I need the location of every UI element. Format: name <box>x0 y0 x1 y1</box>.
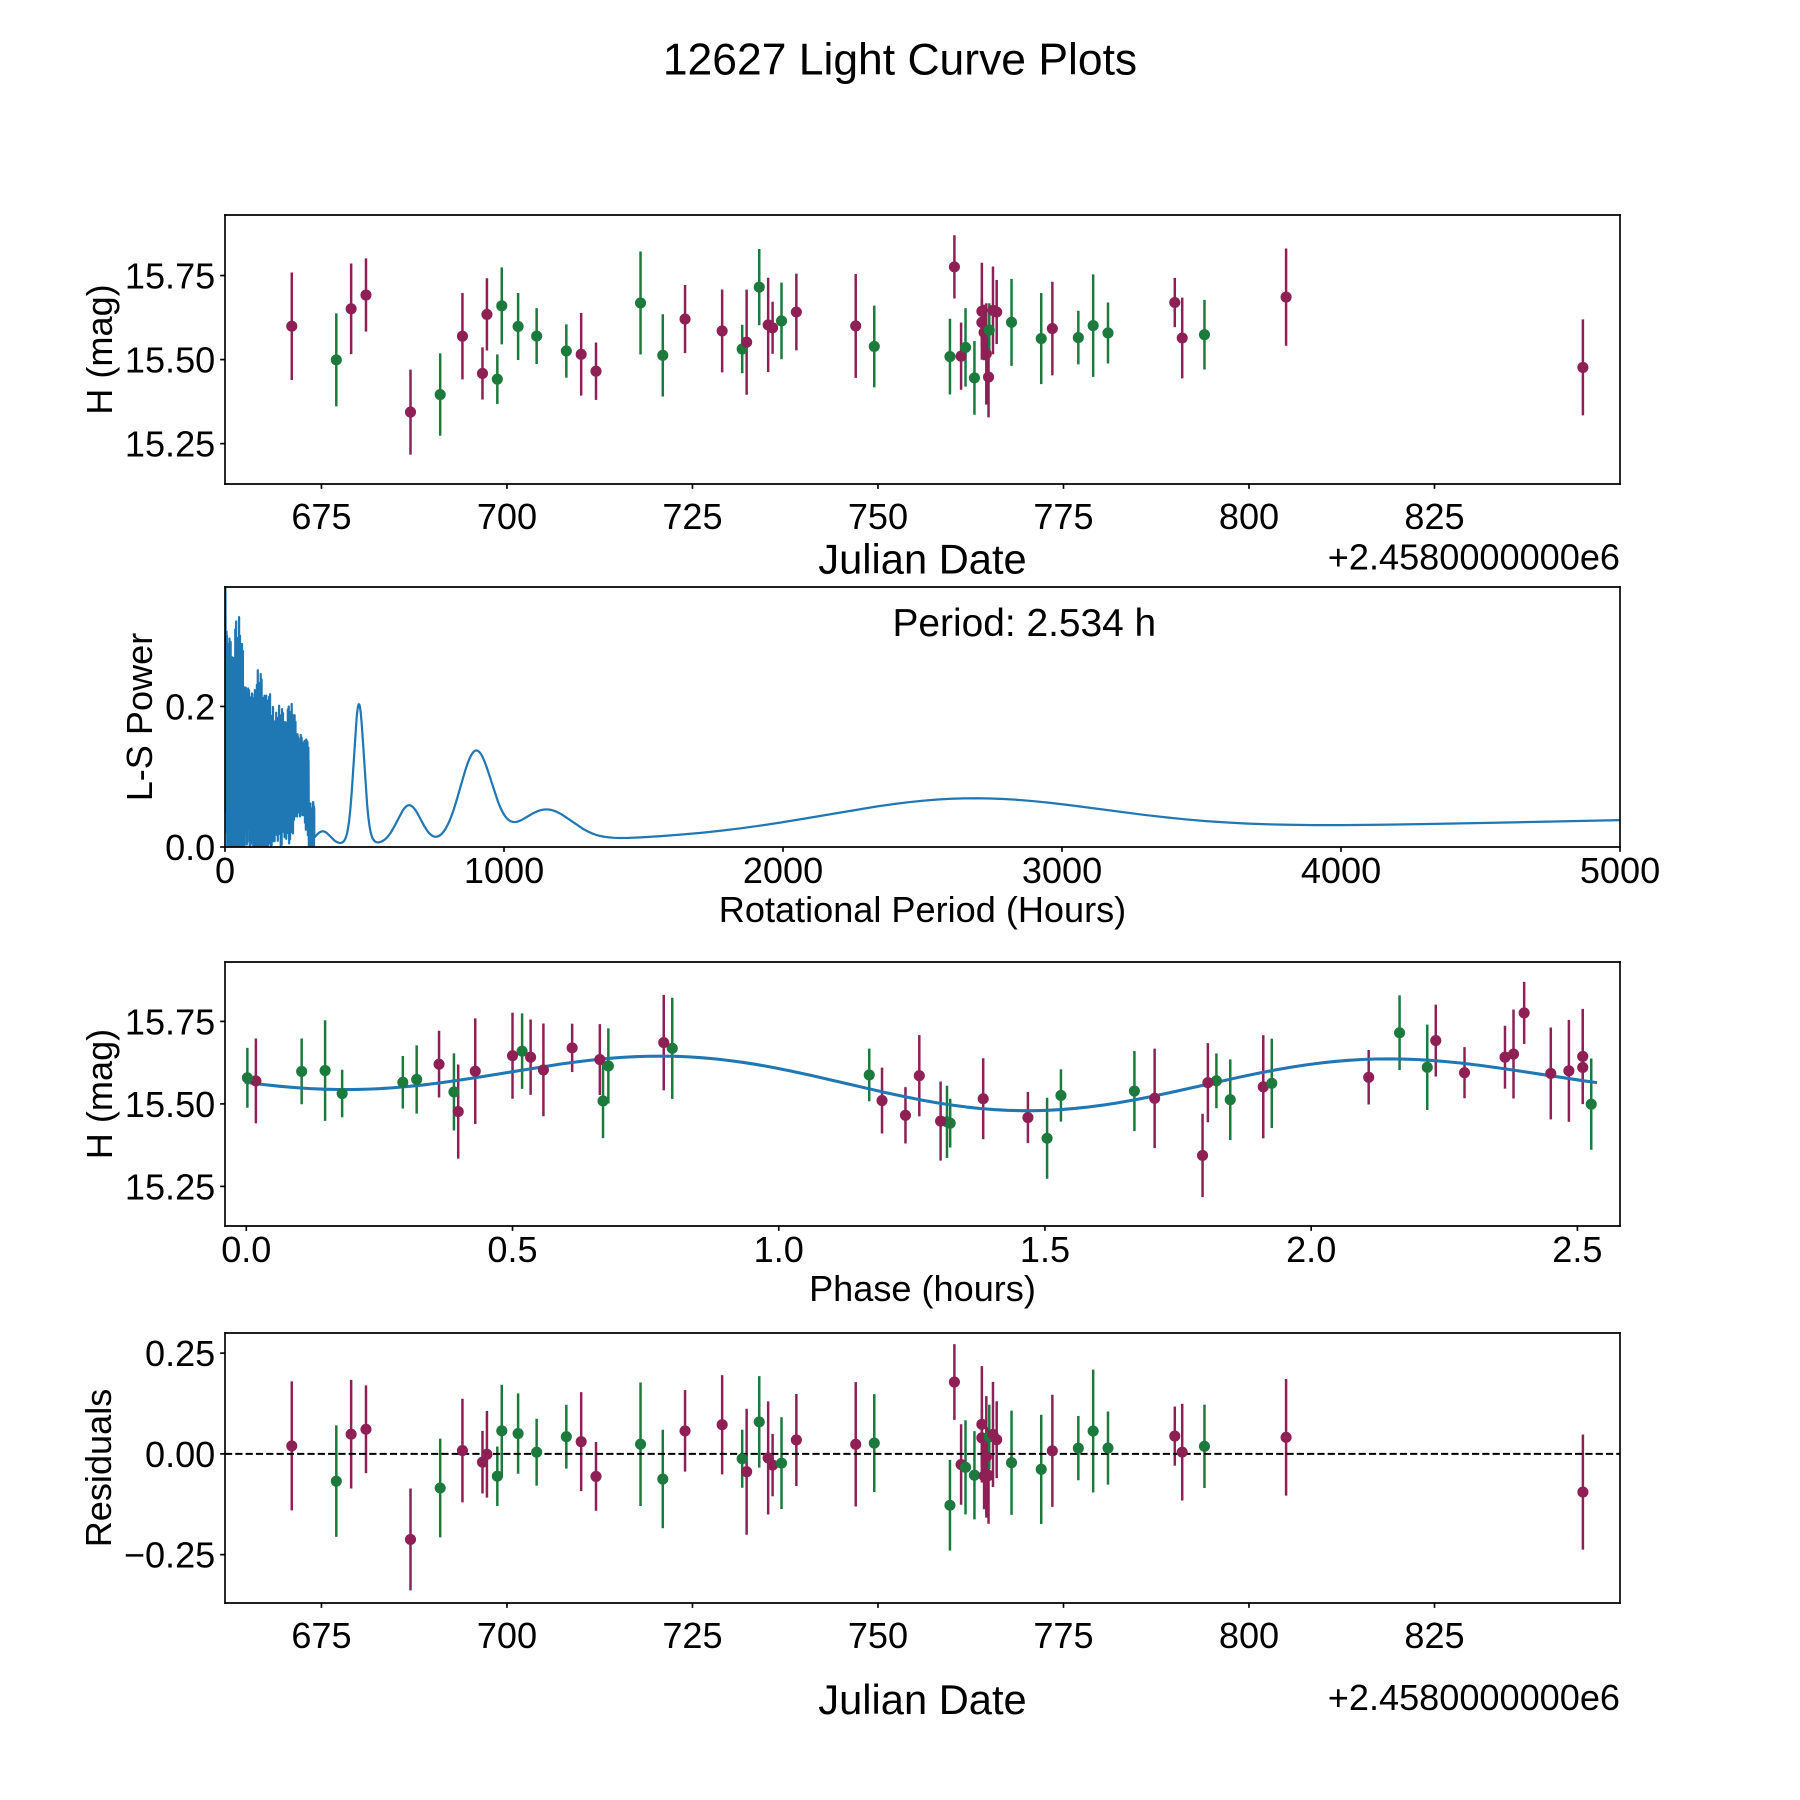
svg-text:H (mag): H (mag) <box>79 284 120 414</box>
svg-text:0.25: 0.25 <box>145 1333 215 1374</box>
svg-text:2.0: 2.0 <box>1286 1229 1336 1270</box>
svg-text:Period: 2.534 h: Period: 2.534 h <box>892 602 1156 645</box>
svg-text:825: 825 <box>1404 496 1464 537</box>
svg-text:5000: 5000 <box>1580 850 1660 891</box>
svg-text:15.50: 15.50 <box>125 340 215 381</box>
svg-text:L-S Power: L-S Power <box>119 633 160 802</box>
svg-text:+2.4580000000e6: +2.4580000000e6 <box>1328 1677 1620 1718</box>
svg-text:700: 700 <box>477 496 537 537</box>
svg-text:Residuals: Residuals <box>78 1389 119 1548</box>
svg-text:15.75: 15.75 <box>125 1001 215 1042</box>
svg-text:−0.25: −0.25 <box>124 1535 215 1576</box>
svg-text:675: 675 <box>291 1615 351 1656</box>
svg-text:0.0: 0.0 <box>221 1229 271 1270</box>
svg-text:Julian Date: Julian Date <box>818 1676 1026 1723</box>
svg-text:750: 750 <box>848 496 908 537</box>
svg-text:0.0: 0.0 <box>165 827 215 868</box>
svg-text:700: 700 <box>477 1615 537 1656</box>
svg-text:15.50: 15.50 <box>125 1084 215 1125</box>
svg-text:775: 775 <box>1033 496 1093 537</box>
svg-text:12627 Light Curve Plots: 12627 Light Curve Plots <box>663 35 1137 84</box>
svg-text:1.0: 1.0 <box>754 1229 804 1270</box>
svg-text:0.00: 0.00 <box>145 1434 215 1475</box>
svg-text:725: 725 <box>662 1615 722 1656</box>
svg-text:15.75: 15.75 <box>125 256 215 297</box>
svg-text:1.5: 1.5 <box>1020 1229 1070 1270</box>
svg-text:750: 750 <box>848 1615 908 1656</box>
svg-text:2.5: 2.5 <box>1552 1229 1602 1270</box>
svg-text:Rotational Period (Hours): Rotational Period (Hours) <box>719 889 1126 930</box>
svg-text:H (mag): H (mag) <box>79 1029 120 1159</box>
svg-text:0.2: 0.2 <box>165 687 215 728</box>
svg-text:4000: 4000 <box>1301 850 1381 891</box>
svg-text:1000: 1000 <box>464 850 544 891</box>
svg-text:0.5: 0.5 <box>487 1229 537 1270</box>
svg-text:Julian Date: Julian Date <box>818 535 1026 582</box>
svg-text:775: 775 <box>1033 1615 1093 1656</box>
svg-text:15.25: 15.25 <box>125 1166 215 1207</box>
svg-text:3000: 3000 <box>1022 850 1102 891</box>
svg-text:675: 675 <box>291 496 351 537</box>
svg-text:Phase (hours): Phase (hours) <box>809 1268 1036 1309</box>
svg-text:15.25: 15.25 <box>125 424 215 465</box>
svg-text:2000: 2000 <box>743 850 823 891</box>
svg-text:825: 825 <box>1404 1615 1464 1656</box>
svg-text:800: 800 <box>1219 1615 1279 1656</box>
svg-text:0: 0 <box>215 850 235 891</box>
svg-text:800: 800 <box>1219 496 1279 537</box>
svg-text:+2.4580000000e6: +2.4580000000e6 <box>1328 536 1620 577</box>
svg-text:725: 725 <box>662 496 722 537</box>
